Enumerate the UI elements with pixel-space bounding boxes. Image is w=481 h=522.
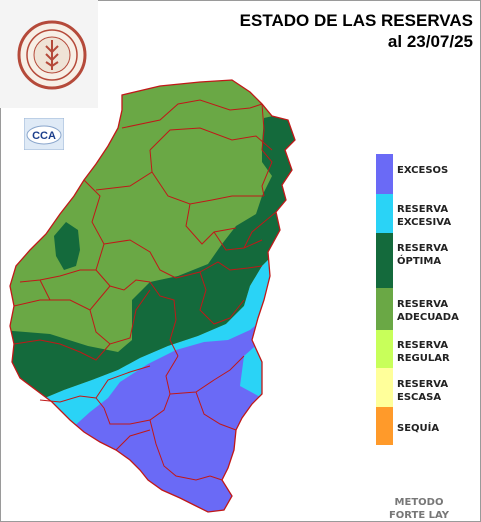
legend-label-sequia: SEQUÍA [397, 423, 440, 434]
legend-swatch-reserva-optima [376, 233, 393, 288]
title-line-1: ESTADO DE LAS RESERVAS [239, 11, 473, 30]
legend-label-excesos: EXCESOS [397, 165, 449, 176]
legend-swatch-reserva-excesiva [376, 194, 393, 233]
legend-swatch-reserva-adecuada [376, 288, 393, 330]
legend-label-reserva-escasa: RESERVA ESCASA [397, 379, 449, 403]
legend-label-reserva-adecuada: RESERVA ADECUADA [397, 299, 459, 323]
legend-label-reserva-regular: RESERVA REGULAR [397, 340, 450, 364]
method-label: METODO FORTE LAY [388, 497, 450, 521]
cca-badge: CCA [23, 117, 65, 151]
zone-reserva-optima [10, 110, 295, 400]
legend-label-reserva-excesiva: RESERVA EXCESIVA [397, 204, 452, 228]
legend-swatch-reserva-regular [376, 330, 393, 368]
legend-swatch-excesos [376, 154, 393, 194]
legend-swatch-sequia [376, 407, 393, 445]
map-title: ESTADO DE LAS RESERVAS al 23/07/25 [240, 10, 473, 52]
zone-reserva-optima-west [54, 222, 80, 270]
bolsa-cereales-logo [0, 0, 98, 108]
legend-label-reserva-optima: RESERVA ÓPTIMA [397, 243, 449, 267]
legend-swatch-reserva-escasa [376, 368, 393, 407]
title-line-2: al 23/07/25 [387, 32, 473, 51]
cca-badge-text: CCA [32, 130, 56, 142]
department-borders [13, 99, 277, 481]
province-outline [9, 79, 296, 513]
